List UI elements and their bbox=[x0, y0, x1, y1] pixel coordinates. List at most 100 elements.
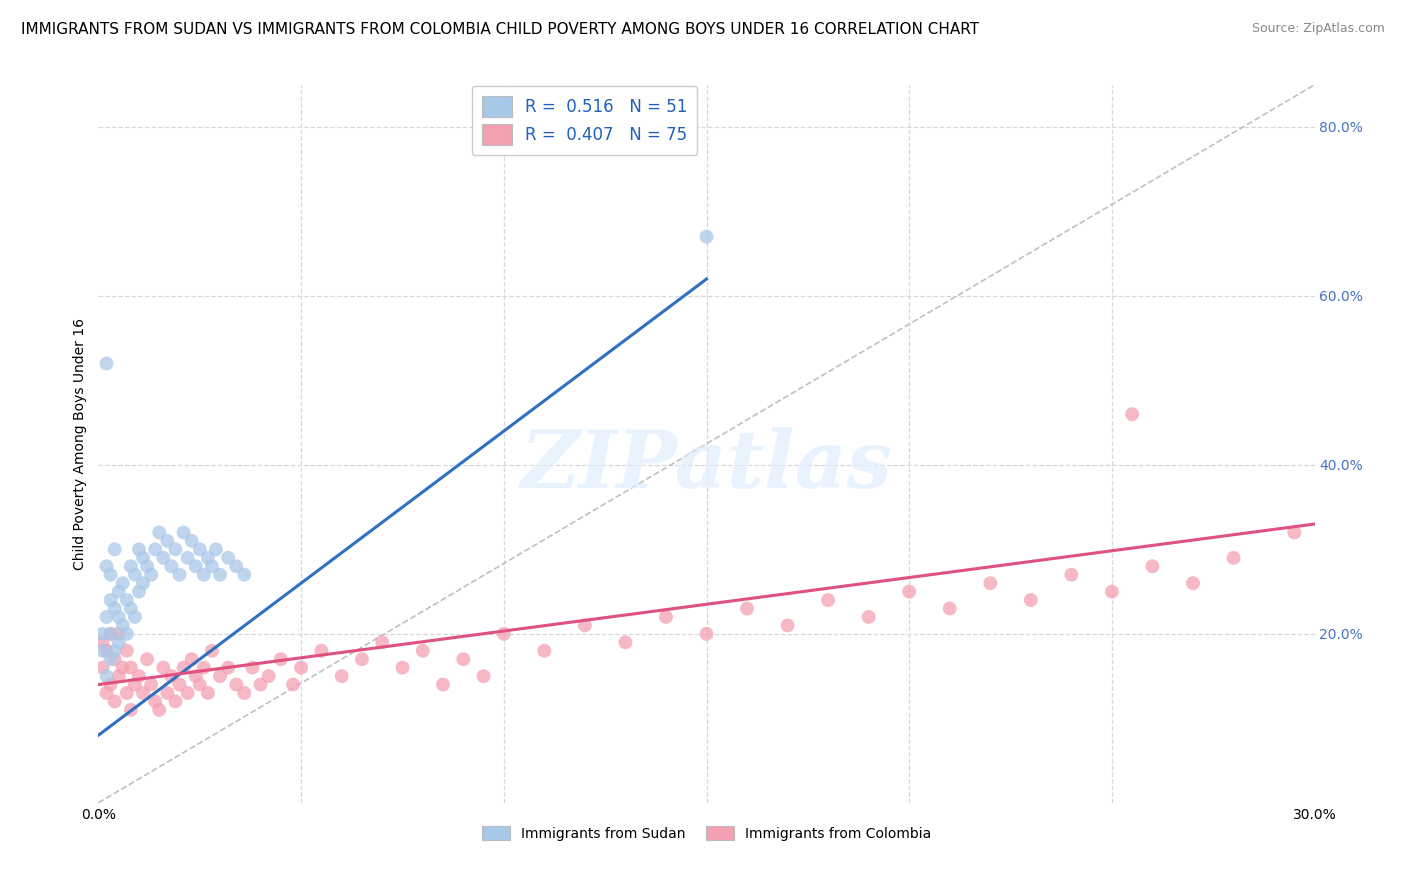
Point bbox=[350, 652, 373, 666]
Point bbox=[188, 677, 211, 691]
Point bbox=[160, 559, 183, 574]
Point bbox=[148, 703, 170, 717]
Point bbox=[242, 660, 264, 674]
Point bbox=[939, 601, 962, 615]
Point bbox=[100, 677, 122, 691]
Point bbox=[1101, 584, 1123, 599]
Point bbox=[124, 610, 146, 624]
Point bbox=[169, 567, 191, 582]
Point bbox=[193, 660, 215, 674]
Point bbox=[696, 229, 718, 244]
Point bbox=[735, 601, 758, 615]
Point bbox=[148, 525, 170, 540]
Point bbox=[100, 627, 122, 641]
Y-axis label: Child Poverty Among Boys Under 16: Child Poverty Among Boys Under 16 bbox=[73, 318, 87, 570]
Point bbox=[139, 567, 162, 582]
Point bbox=[96, 669, 118, 683]
Point bbox=[1284, 525, 1306, 540]
Point bbox=[225, 677, 247, 691]
Point bbox=[1121, 407, 1143, 421]
Point bbox=[201, 644, 224, 658]
Point bbox=[132, 576, 155, 591]
Point bbox=[209, 669, 232, 683]
Point bbox=[492, 627, 515, 641]
Point bbox=[111, 576, 134, 591]
Point bbox=[205, 542, 228, 557]
Point bbox=[91, 644, 114, 658]
Point bbox=[1142, 559, 1164, 574]
Point bbox=[152, 550, 174, 565]
Point bbox=[124, 677, 146, 691]
Point bbox=[432, 677, 454, 691]
Point bbox=[104, 542, 127, 557]
Text: ZIPatlas: ZIPatlas bbox=[520, 426, 893, 504]
Point bbox=[96, 559, 118, 574]
Point bbox=[1222, 550, 1244, 565]
Point bbox=[188, 542, 211, 557]
Point bbox=[104, 601, 127, 615]
Point bbox=[169, 677, 191, 691]
Point bbox=[136, 559, 159, 574]
Point bbox=[201, 559, 224, 574]
Point bbox=[100, 627, 122, 641]
Point bbox=[1019, 593, 1042, 607]
Point bbox=[115, 686, 138, 700]
Point bbox=[614, 635, 637, 649]
Point bbox=[107, 610, 129, 624]
Point bbox=[100, 593, 122, 607]
Point bbox=[96, 357, 118, 371]
Point bbox=[132, 686, 155, 700]
Point bbox=[180, 533, 202, 548]
Point bbox=[176, 550, 198, 565]
Point bbox=[290, 660, 312, 674]
Point bbox=[143, 694, 166, 708]
Point bbox=[91, 660, 114, 674]
Point bbox=[107, 635, 129, 649]
Point bbox=[696, 627, 718, 641]
Legend: Immigrants from Sudan, Immigrants from Colombia: Immigrants from Sudan, Immigrants from C… bbox=[477, 821, 936, 847]
Point bbox=[111, 660, 134, 674]
Point bbox=[776, 618, 799, 632]
Point bbox=[139, 677, 162, 691]
Point bbox=[257, 669, 280, 683]
Point bbox=[136, 652, 159, 666]
Point bbox=[91, 627, 114, 641]
Point bbox=[111, 618, 134, 632]
Point bbox=[128, 542, 150, 557]
Point bbox=[391, 660, 413, 674]
Point bbox=[1060, 567, 1083, 582]
Point bbox=[100, 567, 122, 582]
Point bbox=[107, 627, 129, 641]
Point bbox=[120, 703, 142, 717]
Point bbox=[225, 559, 247, 574]
Point bbox=[281, 677, 304, 691]
Point bbox=[533, 644, 555, 658]
Point bbox=[156, 686, 179, 700]
Point bbox=[197, 686, 219, 700]
Point bbox=[128, 669, 150, 683]
Text: Source: ZipAtlas.com: Source: ZipAtlas.com bbox=[1251, 22, 1385, 36]
Point bbox=[817, 593, 839, 607]
Point bbox=[176, 686, 198, 700]
Point bbox=[96, 686, 118, 700]
Point bbox=[209, 567, 232, 582]
Point bbox=[270, 652, 292, 666]
Point bbox=[453, 652, 475, 666]
Point bbox=[217, 550, 239, 565]
Point bbox=[115, 627, 138, 641]
Point bbox=[104, 652, 127, 666]
Point bbox=[311, 644, 333, 658]
Point bbox=[165, 542, 187, 557]
Point bbox=[184, 669, 207, 683]
Point bbox=[124, 567, 146, 582]
Point bbox=[184, 559, 207, 574]
Point bbox=[107, 669, 129, 683]
Point bbox=[160, 669, 183, 683]
Point bbox=[173, 660, 195, 674]
Point bbox=[180, 652, 202, 666]
Point bbox=[233, 686, 256, 700]
Point bbox=[120, 559, 142, 574]
Point bbox=[1182, 576, 1205, 591]
Text: IMMIGRANTS FROM SUDAN VS IMMIGRANTS FROM COLOMBIA CHILD POVERTY AMONG BOYS UNDER: IMMIGRANTS FROM SUDAN VS IMMIGRANTS FROM… bbox=[21, 22, 979, 37]
Point bbox=[371, 635, 394, 649]
